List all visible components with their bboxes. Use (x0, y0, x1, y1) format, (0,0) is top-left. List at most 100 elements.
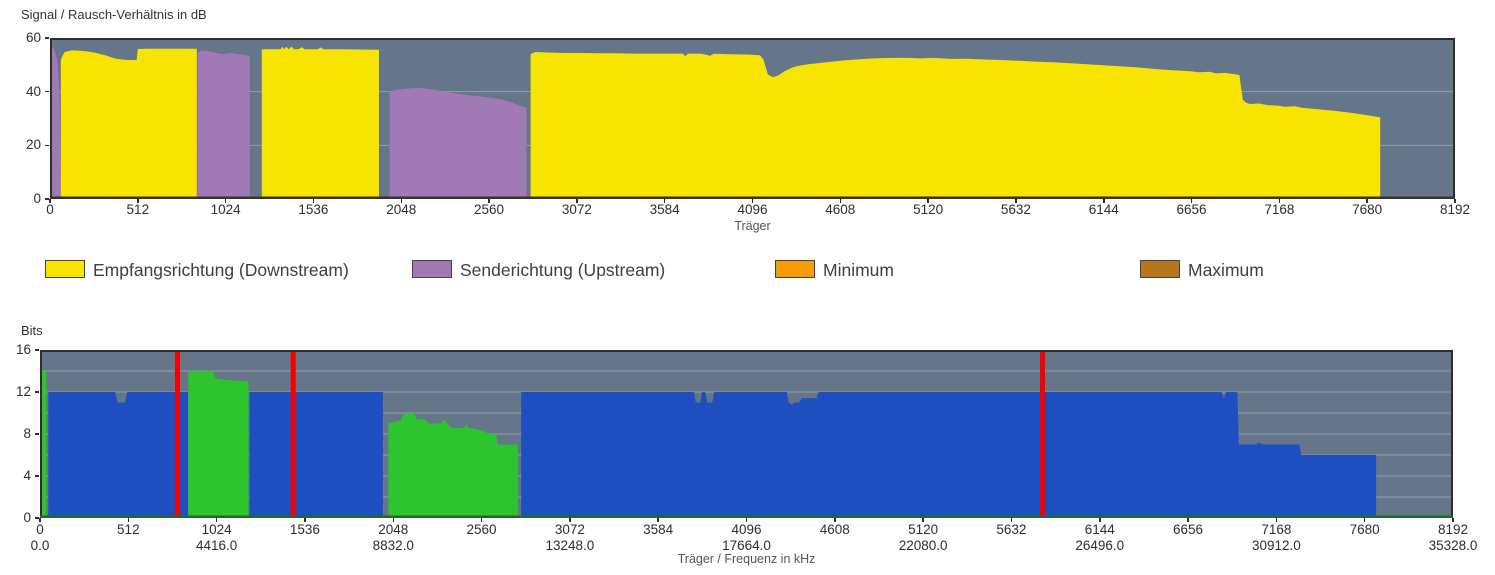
snr-x-axis-label: Träger (734, 219, 771, 233)
bits-chart-title: Bits (21, 323, 43, 338)
tick-mark (834, 518, 836, 522)
freq-tick-label: 0.0 (30, 538, 50, 553)
tick-mark (1190, 199, 1193, 203)
tick-mark (35, 517, 39, 519)
freq-tick-label: 22080.0 (898, 538, 948, 553)
x-tick-label: 3584 (643, 522, 674, 537)
x-tick-label: 4608 (819, 522, 850, 537)
x-tick-label: 8192 (1437, 522, 1469, 537)
tick-mark (35, 475, 39, 477)
x-tick-label: 4096 (731, 522, 762, 537)
legend-label: Minimum (823, 260, 894, 280)
tick-mark (215, 518, 218, 522)
tick-mark (576, 199, 578, 203)
tick-mark (137, 199, 139, 203)
tick-mark (39, 518, 41, 522)
legend-swatch-icon (775, 260, 815, 278)
tick-mark (927, 199, 929, 203)
tick-mark (1103, 199, 1105, 203)
tick-mark (745, 518, 748, 522)
tick-mark (1454, 199, 1456, 203)
tick-mark (480, 518, 483, 522)
tick-mark (1363, 518, 1366, 522)
x-tick-label: 4608 (825, 202, 856, 217)
tick-mark (488, 199, 490, 203)
x-tick-label: 3072 (554, 522, 585, 537)
x-tick-label: 3584 (649, 202, 680, 217)
x-tick-label: 512 (117, 522, 140, 537)
freq-tick-label: 35328.0 (1428, 538, 1478, 553)
tick-mark (45, 90, 49, 93)
x-tick-label: 2048 (378, 522, 409, 537)
legend-label: Maximum (1188, 260, 1264, 280)
tick-mark (569, 518, 571, 522)
tick-mark (1275, 518, 1278, 522)
tick-mark (751, 199, 754, 203)
tick-mark (312, 199, 315, 203)
legend-swatch-icon (1140, 260, 1180, 278)
y-tick-label: 0 (23, 510, 31, 525)
y-tick-label: 12 (15, 384, 31, 399)
tick-mark (1278, 199, 1281, 203)
x-tick-label: 1536 (298, 202, 329, 217)
tick-mark (127, 518, 130, 522)
tick-mark (392, 518, 394, 522)
snr-plot-area (50, 38, 1455, 199)
tick-mark (657, 518, 659, 522)
bits-plot-area (40, 350, 1453, 518)
tick-mark (1366, 199, 1368, 203)
tick-mark (400, 199, 402, 203)
snr-chart-title: Signal / Rausch-Verhältnis in dB (21, 7, 207, 22)
y-tick-label: 0 (33, 191, 41, 206)
x-tick-label: 6144 (1084, 522, 1115, 537)
tick-mark (1099, 518, 1101, 522)
x-tick-label: 6656 (1176, 202, 1207, 217)
x-tick-label: 8192 (1439, 202, 1471, 217)
x-tick-label: 1024 (201, 522, 232, 537)
x-tick-label: 4096 (737, 202, 768, 217)
tick-mark (45, 144, 49, 147)
tick-mark (45, 198, 49, 200)
x-tick-label: 6656 (1173, 522, 1204, 537)
y-tick-label: 60 (25, 30, 41, 45)
tick-mark (1452, 518, 1454, 522)
x-tick-label: 7168 (1264, 202, 1295, 217)
y-tick-label: 20 (25, 137, 41, 153)
x-tick-label: 5120 (908, 522, 939, 537)
freq-tick-label: 13248.0 (545, 538, 595, 553)
legend-swatch-icon (412, 260, 452, 278)
bits-x-axis-label: Träger / Frequenz in kHz (677, 552, 816, 566)
x-tick-label: 3072 (561, 202, 592, 217)
x-tick-label: 5632 (1000, 202, 1031, 217)
x-tick-label: 2560 (474, 202, 505, 217)
x-tick-label: 0 (36, 522, 44, 537)
y-tick-label: 16 (15, 342, 31, 357)
x-tick-label: 5632 (996, 522, 1027, 537)
tick-mark (45, 37, 49, 39)
tick-mark (35, 391, 39, 393)
x-tick-label: 5120 (913, 202, 944, 217)
tick-mark (1015, 199, 1017, 203)
tick-mark (922, 518, 924, 522)
y-tick-label: 4 (23, 468, 31, 483)
tick-mark (304, 518, 306, 522)
tick-mark (49, 199, 51, 203)
freq-tick-label: 4416.0 (195, 538, 238, 553)
x-tick-label: 512 (126, 202, 150, 217)
freq-tick-label: 17664.0 (722, 538, 771, 553)
tick-mark (35, 433, 39, 435)
x-tick-label: 7680 (1349, 522, 1380, 537)
tick-mark (224, 199, 227, 203)
x-tick-label: 1024 (210, 202, 241, 217)
freq-tick-label: 30912.0 (1251, 538, 1301, 553)
legend-swatch-icon (45, 260, 85, 278)
x-tick-label: 6144 (1088, 202, 1119, 217)
x-tick-label: 0 (46, 202, 54, 217)
y-tick-label: 40 (25, 83, 41, 99)
freq-tick-label: 8832.0 (372, 538, 414, 553)
tick-mark (663, 199, 666, 203)
freq-tick-label: 26496.0 (1075, 538, 1125, 553)
legend-label: Empfangsrichtung (Downstream) (93, 260, 349, 280)
x-tick-label: 2048 (386, 202, 417, 217)
